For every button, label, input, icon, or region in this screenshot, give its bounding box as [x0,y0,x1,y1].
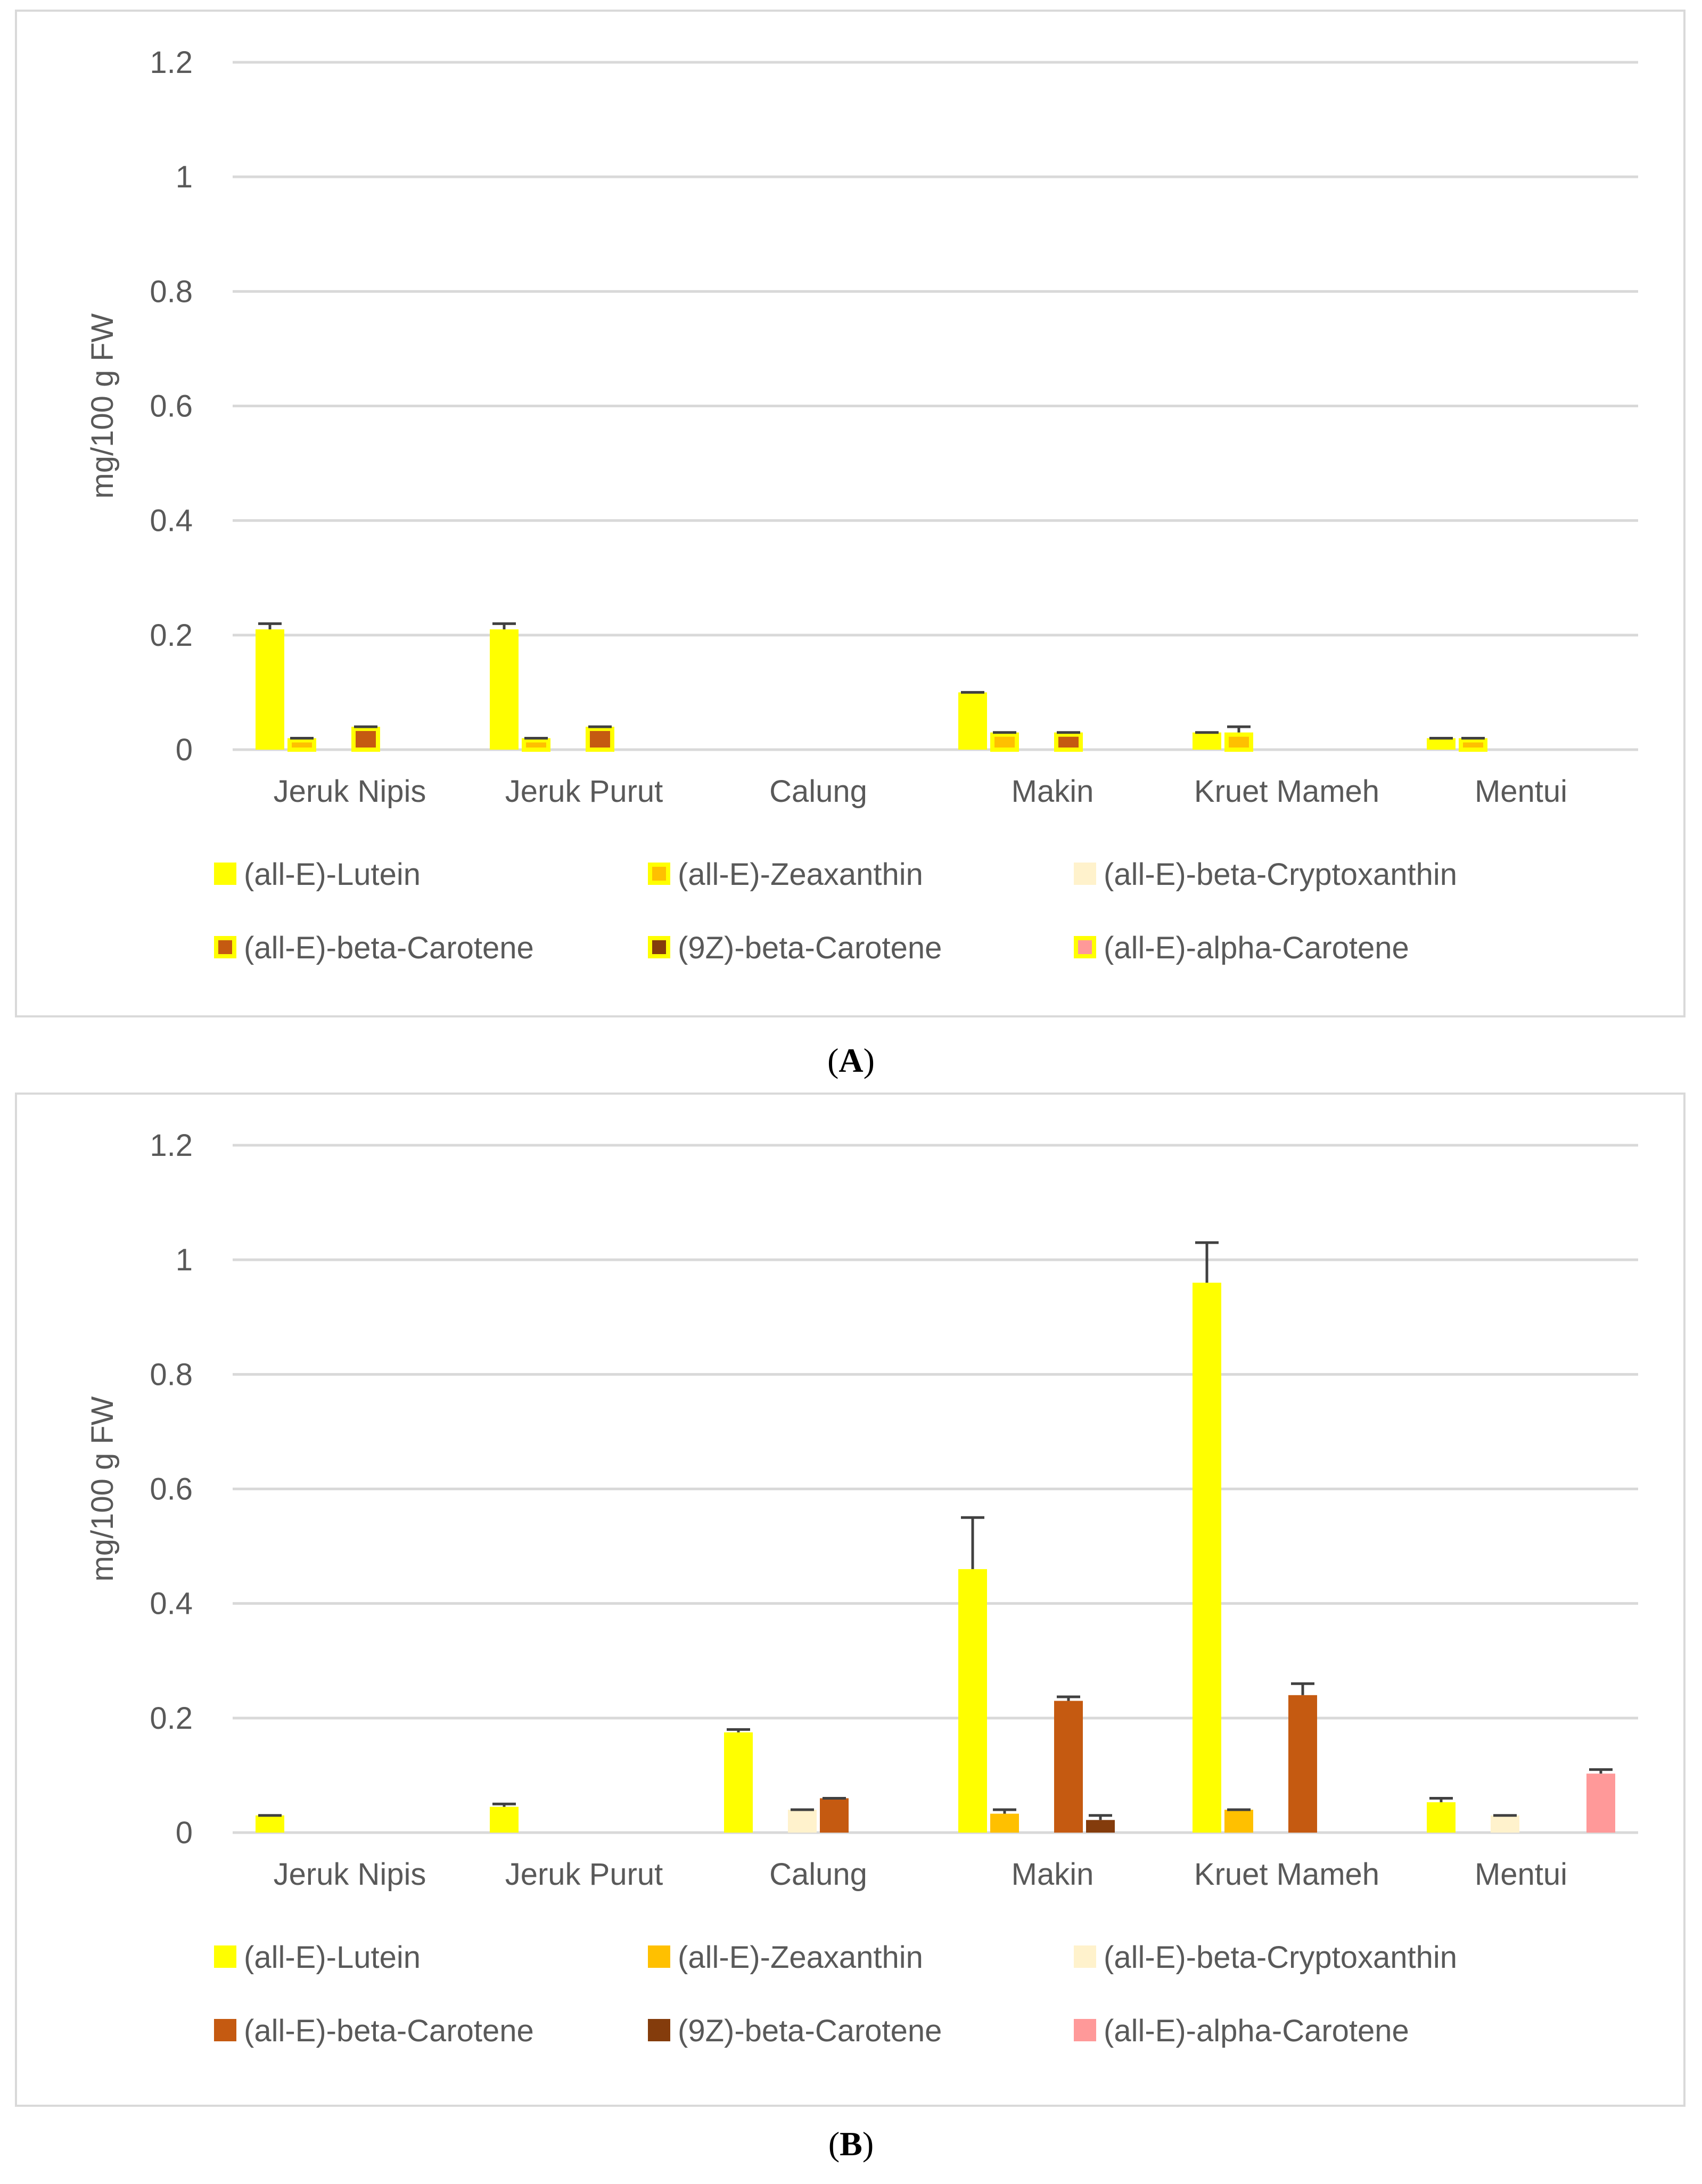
chart-a-bar-4-1 [1224,732,1253,752]
caption-b: (B) [828,2125,874,2163]
chart-a-legend-label: (all-E)-beta-Carotene [244,931,534,965]
chart-a-ytick-label: 0 [176,733,193,767]
chart-b-category-label: Makin [1012,1857,1094,1892]
chart-a-ytick-label: 0.4 [150,504,193,538]
chart-b-legend-label: (all-E)-beta-Carotene [244,2014,534,2048]
chart-a-category-label: Calung [769,774,867,809]
chart-a-legend-label: (all-E)-Lutein [244,857,421,892]
chart-b-legend-swatch [214,1945,236,1968]
chart-b-legend-label: (9Z)-beta-Carotene [678,2014,942,2048]
chart-a-bar-1-3 [586,726,614,752]
chart-b-legend-label: (all-E)-alpha-Carotene [1104,2014,1409,2048]
caption-b-letter: B [840,2125,862,2163]
chart-a-legend-label: (9Z)-beta-Carotene [678,931,942,965]
chart-b-ytick-label: 1 [176,1243,193,1277]
chart-b-bar-4-3 [1288,1695,1317,1833]
chart-b-bar-3-1 [990,1813,1019,1833]
chart-a-bar-0-1 [287,738,316,752]
chart-a-bar-3-3 [1054,732,1083,752]
chart-a-bar-1-1 [522,738,550,752]
chart-b-ytick-label: 1.2 [150,1128,193,1163]
chart-b-bar-3-3 [1054,1701,1083,1833]
chart-a-legend-label: (all-E)-beta-Cryptoxanthin [1104,857,1457,892]
chart-panel-a: mg/100 g FW 0 0.2 0.4 0.6 0.8 1 1.2 Jeruk Nipis J… [15,10,1685,1017]
chart-a-legend-swatch [648,863,670,885]
chart-b-legend-label: (all-E)-beta-Cryptoxanthin [1104,1940,1457,1975]
chart-a-ytick-label: 1 [176,160,193,194]
chart-b-bar-3-4 [1086,1820,1115,1833]
chart-a-bar-3-0 [958,692,987,750]
chart-panel-b: mg/100 g FW 0 0.2 0.4 0.6 0.8 1 1.2 Jeruk Nipis J… [15,1093,1685,2107]
chart-a-bar-5-0 [1427,738,1456,750]
chart-b-legend-swatch [648,2019,670,2041]
chart-b-bar-2-3 [820,1798,849,1833]
chart-b-category-label: Jeruk Nipis [274,1857,426,1892]
chart-a-legend-label: (all-E)-alpha-Carotene [1104,931,1409,965]
chart-a-bar-5-1 [1459,738,1487,752]
chart-b-bar-3-0 [958,1569,987,1833]
chart-a-bar-1-0 [490,629,519,750]
chart-a-svg: mg/100 g FW 0 0.2 0.4 0.6 0.8 1 1.2 Jeruk Nipis J… [85,45,1638,965]
chart-b-legend-label: (all-E)-Lutein [244,1940,421,1975]
chart-a-category-label: Jeruk Nipis [274,774,426,809]
chart-b-ytick-label: 0.8 [150,1357,193,1392]
chart-b-bar-5-5 [1586,1774,1615,1833]
chart-a-legend-swatch [214,936,236,958]
chart-a-legend-swatch [1074,863,1096,885]
chart-a-category-label: Mentui [1475,774,1567,809]
chart-a-ytick-label: 1.2 [150,45,193,80]
chart-b-svg: mg/100 g FW 0 0.2 0.4 0.6 0.8 1 1.2 Jeruk Nipis J… [85,1128,1638,2048]
chart-b-bar-2-2 [788,1809,817,1833]
chart-a-bar-3-1 [990,732,1019,752]
chart-b-ytick-label: 0.6 [150,1472,193,1507]
chart-b-category-label: Jeruk Purut [505,1857,663,1892]
chart-b-bar-0-0 [256,1815,284,1833]
chart-b-bar-1-0 [490,1807,519,1833]
chart-b-bar-4-0 [1193,1283,1221,1833]
chart-b-ytick-label: 0.4 [150,1587,193,1621]
chart-b-bar-4-1 [1224,1809,1253,1833]
chart-b-bar-5-2 [1491,1815,1519,1833]
chart-b-category-label: Mentui [1475,1857,1567,1892]
caption-a-letter: A [838,1041,864,1079]
chart-b-ytick-label: 0.2 [150,1701,193,1736]
chart-b-legend-swatch [1074,2019,1096,2041]
chart-a-category-label: Jeruk Purut [505,774,663,809]
chart-a-category-label: Makin [1012,774,1094,809]
chart-a-ylabel: mg/100 g FW [85,313,120,498]
chart-a-ytick-label: 0.6 [150,389,193,424]
caption-a: (A) [827,1041,875,1079]
chart-a-bar-0-0 [256,629,284,750]
chart-b-bar-2-0 [724,1732,753,1833]
chart-b-ytick-label: 0 [176,1816,193,1850]
chart-b-ylabel: mg/100 g FW [85,1396,120,1581]
chart-b-legend-swatch [1074,1945,1096,1968]
chart-a-legend-swatch [1074,936,1096,958]
chart-a-category-label: Kruet Mameh [1194,774,1379,809]
chart-a-bar-0-3 [351,726,380,752]
chart-b-legend-swatch [214,2019,236,2041]
chart-a-bar-4-0 [1193,732,1221,750]
chart-b-bar-5-0 [1427,1802,1456,1833]
chart-b-legend-swatch [648,1945,670,1968]
chart-a-legend-swatch [648,936,670,958]
chart-a-legend-label: (all-E)-Zeaxanthin [678,857,923,892]
chart-b-legend-label: (all-E)-Zeaxanthin [678,1940,923,1975]
chart-a-ytick-label: 0.8 [150,274,193,309]
chart-b-category-label: Calung [769,1857,867,1892]
chart-a-legend-swatch [214,863,236,885]
chart-a-ytick-label: 0.2 [150,618,193,653]
chart-b-category-label: Kruet Mameh [1194,1857,1379,1892]
